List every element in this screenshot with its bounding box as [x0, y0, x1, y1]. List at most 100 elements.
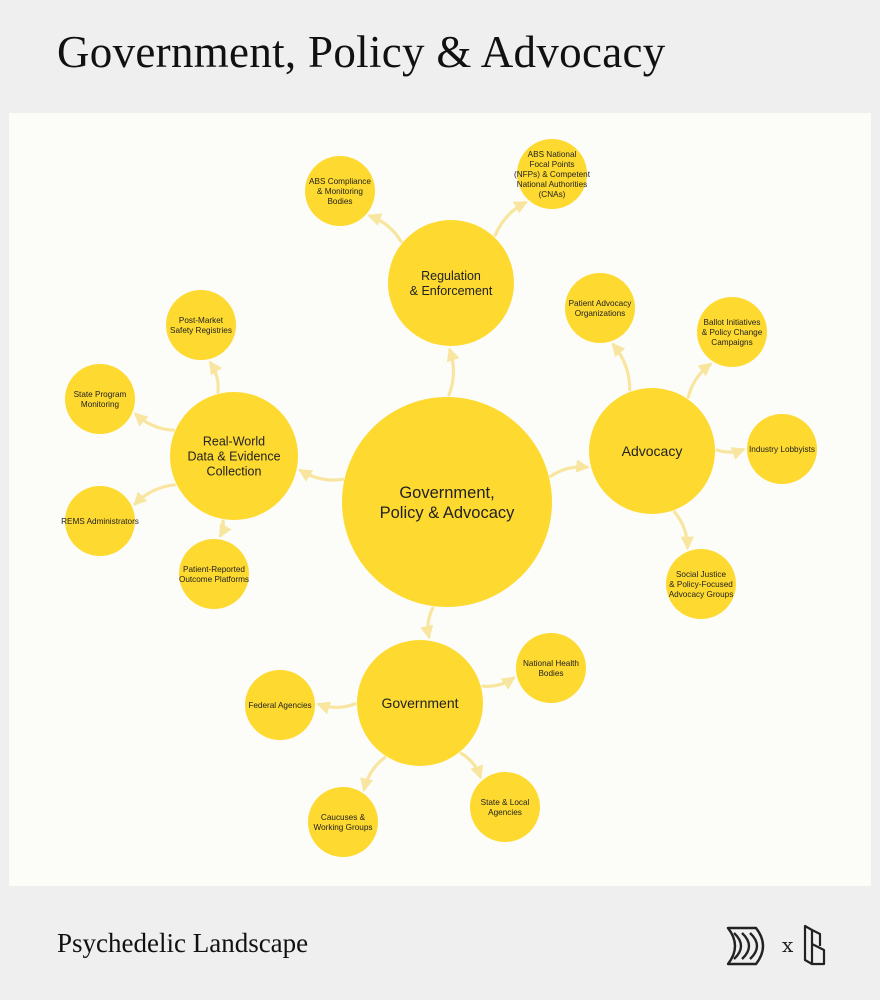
connector-government-to-state-local: [459, 751, 484, 780]
node-label-line: Caucuses &: [321, 813, 366, 822]
node-label-line: Patient-Reported: [183, 565, 245, 574]
node-circle-government: [357, 640, 483, 766]
node-label-federal: Federal Agencies: [248, 701, 311, 710]
node-label-line: Data & Evidence: [187, 449, 280, 463]
node-label-line: Policy & Advocacy: [380, 504, 516, 522]
node-label-abs-compliance: ABS Compliance & Monitoring Bodies: [309, 177, 371, 206]
node-label-line: Campaigns: [711, 338, 752, 347]
node-label-line: Collection: [207, 464, 262, 478]
node-state-local: State & Local Agencies: [470, 772, 540, 842]
node-circle-social-justice: [666, 549, 736, 619]
node-label-line: Government: [381, 695, 458, 711]
mind-map: Government, Policy & Advocacy Regulation & …: [61, 139, 817, 857]
node-label-line: Agencies: [488, 808, 522, 817]
node-label-post-market: Post-Market Safety Registries: [170, 316, 232, 335]
node-label-line: ABS Compliance: [309, 177, 371, 186]
connector-center-to-rwd: [298, 468, 344, 482]
connector-government-to-federal: [316, 701, 357, 715]
page-title: Government, Policy & Advocacy: [57, 27, 666, 77]
node-label-state-local: State & Local Agencies: [481, 798, 530, 817]
node-label-line: Regulation: [421, 269, 481, 283]
node-label-line: Bodies: [327, 197, 352, 206]
connector-advocacy-to-ballot: [686, 362, 713, 399]
node-label-pro-platforms: Patient-Reported Outcome Platforms: [179, 565, 249, 584]
node-circle-abs-compliance: [305, 156, 375, 226]
connector-center-to-advocacy: [549, 459, 590, 478]
node-pro-platforms: Patient-Reported Outcome Platforms: [179, 539, 249, 609]
connector-rwd-to-state-program: [133, 412, 175, 432]
node-lobbyists: Industry Lobbyists: [747, 414, 817, 484]
node-circle-caucuses: [308, 787, 378, 857]
node-social-justice: Social Justice & Policy-Focused Advocacy G…: [666, 549, 736, 619]
node-label-line: Organizations: [575, 309, 626, 318]
connector-regulation-to-abs-compliance: [367, 213, 403, 244]
stacked-b-logo: [803, 924, 826, 966]
node-rwd: Real-World Data & Evidence Collection: [170, 392, 298, 520]
node-circle-advocacy: [589, 388, 715, 514]
node-advocacy: Advocacy: [589, 388, 715, 514]
logo-separator: x: [782, 933, 794, 957]
node-label-line: Safety Registries: [170, 326, 232, 335]
node-federal: Federal Agencies: [245, 670, 315, 740]
node-label-line: Industry Lobbyists: [749, 445, 815, 454]
node-rems: REMS Administrators: [61, 486, 139, 556]
node-circle-pro-platforms: [179, 539, 249, 609]
node-label-government: Government: [381, 695, 458, 711]
node-label-line: REMS Administrators: [61, 517, 139, 526]
connector-government-to-caucuses: [360, 756, 387, 792]
connector-center-to-government: [420, 606, 435, 640]
node-circle-national-health: [516, 633, 586, 703]
node-label-line: (CNAs): [539, 190, 566, 199]
partner-logos: x: [724, 924, 834, 970]
node-label-national-health: National Health Bodies: [523, 659, 579, 678]
footer-brand-text: Psychedelic Landscape: [57, 928, 309, 958]
node-label-patient-advocacy: Patient Advocacy Organizations: [569, 299, 633, 318]
node-circle-lobbyists: [747, 414, 817, 484]
node-national-health: National Health Bodies: [516, 633, 586, 703]
node-label-line: Patient Advocacy: [569, 299, 633, 308]
connector-rwd-to-post-market: [208, 360, 223, 394]
node-circle-regulation: [388, 220, 514, 346]
node-layer: Government, Policy & Advocacy Regulation & …: [61, 139, 817, 857]
node-label-line: Federal Agencies: [248, 701, 311, 710]
node-circle-ballot: [697, 297, 767, 367]
node-label-line: State Program: [74, 390, 127, 399]
node-label-line: Monitoring: [81, 400, 120, 409]
leaf-chevron-logo: [726, 926, 765, 966]
node-circle-patient-advocacy: [565, 273, 635, 343]
node-label-line: & Policy Change: [702, 328, 763, 337]
node-label-line: Working Groups: [313, 823, 372, 832]
node-label-line: National Health: [523, 659, 579, 668]
node-abs-nfp: ABS National Focal Points (NFPs) & Compete…: [514, 139, 591, 209]
node-label-line: Bodies: [538, 669, 563, 678]
connector-layer: [133, 201, 746, 792]
node-circle-center: [342, 397, 552, 607]
connector-advocacy-to-patient-advocacy: [611, 342, 632, 392]
node-label-state-program: State Program Monitoring: [74, 390, 127, 409]
node-circle-federal: [245, 670, 315, 740]
node-caucuses: Caucuses & Working Groups: [308, 787, 378, 857]
node-label-line: Focal Points: [529, 160, 574, 169]
node-label-center: Government, Policy & Advocacy: [380, 484, 516, 522]
node-label-line: & Monitoring: [317, 187, 363, 196]
node-label-line: Advocacy Groups: [669, 590, 734, 599]
node-label-line: Advocacy: [622, 443, 683, 459]
node-label-rems: REMS Administrators: [61, 517, 139, 526]
connector-advocacy-to-lobbyists: [715, 447, 746, 460]
node-circle-post-market: [166, 290, 236, 360]
connector-advocacy-to-social-justice: [672, 510, 695, 551]
node-label-line: Government,: [399, 484, 494, 502]
node-circle-rems: [65, 486, 135, 556]
node-post-market: Post-Market Safety Registries: [166, 290, 236, 360]
connector-rwd-to-pro-platforms: [218, 519, 232, 538]
node-circle-state-local: [470, 772, 540, 842]
node-label-social-justice: Social Justice & Policy-Focused Advocacy G…: [669, 570, 734, 599]
node-circle-rwd: [170, 392, 298, 520]
connector-government-to-national-health: [481, 676, 516, 690]
mind-map-panel: Government, Policy & Advocacy Regulation & …: [9, 113, 871, 886]
node-label-caucuses: Caucuses & Working Groups: [313, 813, 372, 832]
node-patient-advocacy: Patient Advocacy Organizations: [565, 273, 635, 343]
node-circle-abs-nfp: [517, 139, 587, 209]
node-label-line: & Policy-Focused: [669, 580, 733, 589]
connector-rwd-to-rems: [133, 483, 177, 506]
